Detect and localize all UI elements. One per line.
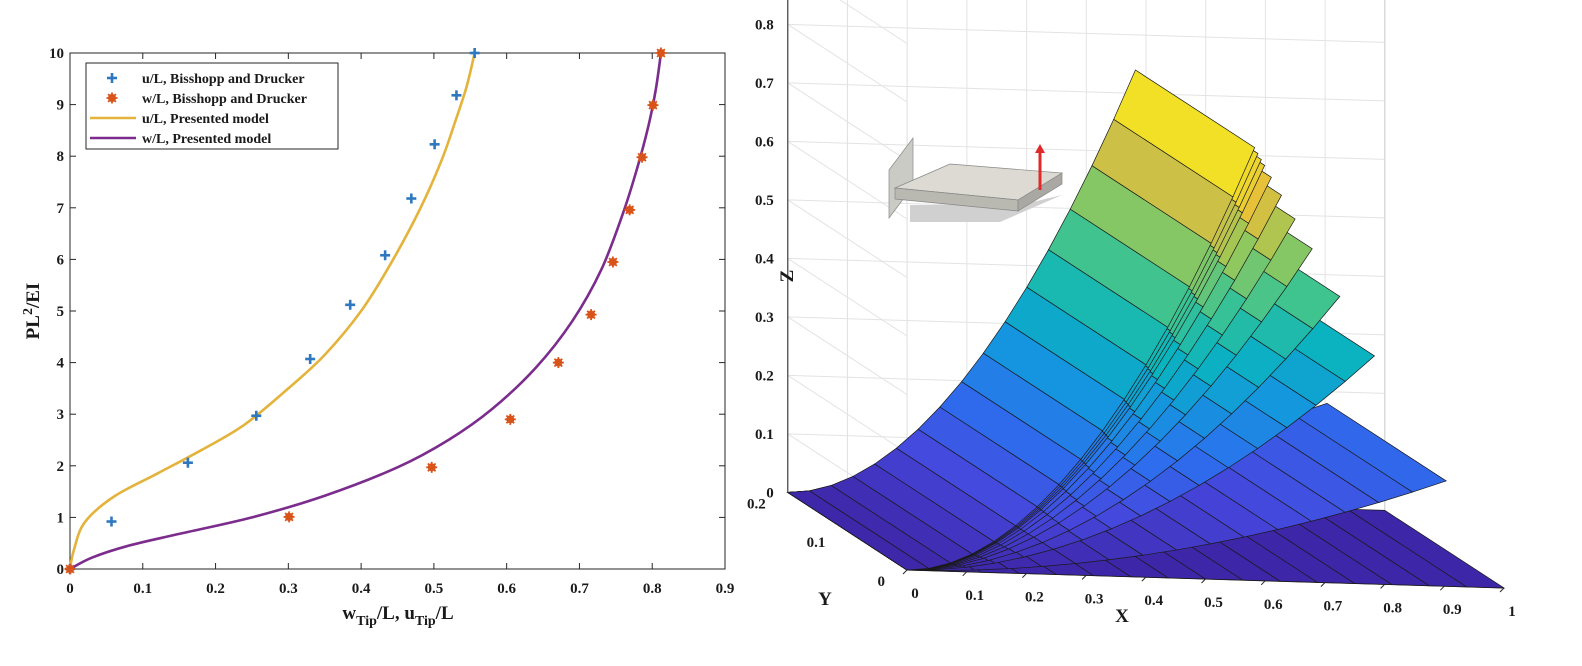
star-marker-ray [660,48,666,54]
x-tick-label: 0.1 [965,588,984,604]
right-ticks: 0 0.1 0.2 0.3 0.4 0.5 0.6 0.7 0.8 0.9 100.10.200.1… [747,17,1516,620]
x-tick-label: 0.2 [206,581,225,597]
y-tick-label: 0.1 [807,535,826,551]
star-marker-ray [641,152,647,158]
x-tick-label: 0 [911,586,919,602]
x-tick-label: 0.6 [1264,597,1283,613]
y-tick-label: 10 [49,46,64,62]
legend-label: w/L, Bisshopp and Drucker [142,92,307,107]
star-marker-ray [431,462,437,468]
y-tick-label: 8 [57,149,65,165]
z-tick-label: 0.1 [755,427,774,443]
right-surface [786,69,1506,589]
x-tick-label: 0.2 [1025,590,1044,606]
x-tick-mark [1380,584,1385,589]
legend-label: w/L, Presented model [142,132,271,147]
x-tick-label: 0.5 [1204,595,1223,611]
left-series [64,47,667,575]
surface-patch [1346,508,1506,589]
right-z-axis-label: Z [777,270,798,283]
x-tick-mark [1260,580,1266,586]
grid-line [787,23,1385,43]
x-tick-mark [1022,573,1027,578]
x-tick-mark [1081,575,1087,580]
left-chart: 0 0.1 0.2 0.3 0.4 0.5 0.6 0.7 0.8 0.9 0 1 2 3 4 5 6 7 8 9 1… [21,46,734,629]
star-marker-ray [612,257,618,263]
left-x-axis-label: wTip/L, uTip/L [342,603,453,629]
y-tick-label: 2 [57,459,65,475]
x-tick-mark [1499,587,1505,593]
x-tick-label: 1 [1508,604,1516,620]
left-y-ticks: 0 1 2 3 4 5 6 7 8 9 10 [49,46,725,578]
x-tick-label: 0.8 [643,581,662,597]
star-marker-ray [111,93,117,99]
x-tick-mark [1141,576,1147,582]
z-tick-label: 0.5 [755,193,774,209]
y-tick-label: 0 [57,562,65,578]
x-tick-label: 0.3 [279,581,298,597]
left-x-ticks: 0 0.1 0.2 0.3 0.4 0.5 0.6 0.7 0.8 0.9 [66,53,734,597]
x-tick-label: 0 [66,581,74,597]
z-tick-label: 0 [766,485,774,501]
z-tick-label: 0.3 [755,310,774,326]
y-tick-label: 3 [57,407,65,423]
x-tick-mark [962,571,968,577]
y-tick-label: 1 [57,510,65,526]
x-tick-label: 0.7 [570,581,589,597]
x-tick-mark [1320,582,1326,587]
x-tick-label: 0.7 [1324,599,1343,615]
z-tick-label: 0.4 [755,251,774,267]
cantilever-inset [888,136,1064,222]
y-tick-label: 0.2 [747,496,766,512]
x-tick-label: 0.4 [1144,593,1163,609]
right-chart: 0 0.1 0.2 0.3 0.4 0.5 0.6 0.7 0.8 0.9 100.10.200.1… [747,0,1516,627]
star-marker-ray [557,358,563,364]
x-tick-mark [1201,578,1206,584]
x-tick-mark [1439,585,1445,591]
legend-label: u/L, Presented model [142,112,269,127]
load-arrow-head [1035,144,1045,153]
star-marker-ray [69,564,75,570]
x-tick-label: 0.9 [716,581,735,597]
surface-patch [1113,69,1256,198]
y-tick-label: 0 [878,574,886,590]
y-tick-label: 7 [57,201,65,217]
x-tick-label: 0.3 [1085,591,1104,607]
series-line [68,52,476,570]
grid-line [787,140,1385,160]
z-tick-label: 0.6 [755,134,774,150]
y-tick-label: 9 [57,98,65,114]
z-tick-label: 0.7 [755,76,774,92]
legend-label: u/L, Bisshopp and Drucker [142,72,305,87]
y-tick-label: 4 [57,356,65,372]
inset-wall-face [888,136,914,220]
right-y-axis-label: Y [818,589,832,610]
star-marker-ray [652,100,658,106]
z-tick-label: 0.8 [755,17,774,33]
x-tick-label: 0.4 [352,581,371,597]
star-marker-ray [288,512,294,518]
y-tick-label: 6 [57,252,65,268]
x-tick-mark [902,569,908,575]
legend-box [85,62,339,150]
star-marker-ray [509,414,515,420]
star-marker-ray [629,205,635,211]
x-tick-label: 0.9 [1443,602,1462,618]
left-y-axis-label: PL2/EI [21,283,44,340]
x-tick-label: 0.8 [1383,600,1402,616]
z-tick-label: 0.2 [755,368,774,384]
right-x-axis-label: X [1115,606,1129,627]
grid-line [787,82,1385,102]
x-tick-label: 0.6 [497,581,516,597]
inset-plate-end [1017,172,1063,212]
star-marker-ray [590,310,596,316]
x-tick-label: 0.1 [133,581,152,597]
left-legend: u/L, Bisshopp and Drucker w/L, Bisshopp a… [85,62,339,150]
y-tick-label: 5 [57,304,65,320]
surface-patch [1292,402,1448,493]
x-tick-label: 0.5 [425,581,444,597]
inset-shadow [910,195,1062,222]
